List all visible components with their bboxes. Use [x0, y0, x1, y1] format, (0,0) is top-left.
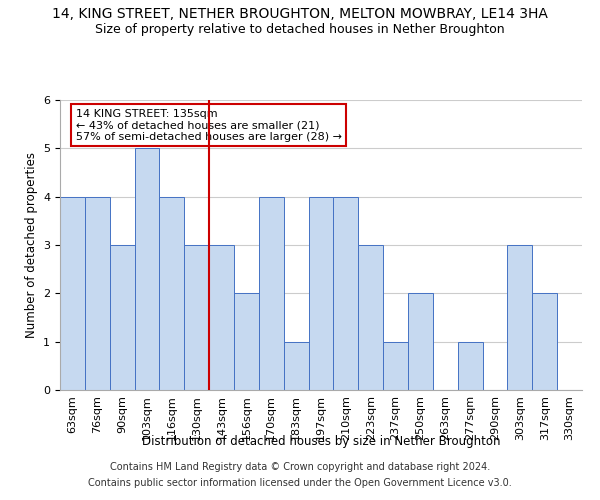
- Bar: [60, 196, 85, 390]
- Bar: [334, 196, 358, 390]
- Bar: [383, 342, 408, 390]
- Bar: [134, 148, 160, 390]
- Bar: [532, 294, 557, 390]
- Bar: [308, 196, 334, 390]
- Text: Contains public sector information licensed under the Open Government Licence v3: Contains public sector information licen…: [88, 478, 512, 488]
- Bar: [358, 245, 383, 390]
- Bar: [508, 245, 532, 390]
- Text: Size of property relative to detached houses in Nether Broughton: Size of property relative to detached ho…: [95, 22, 505, 36]
- Bar: [209, 245, 234, 390]
- Text: Distribution of detached houses by size in Nether Broughton: Distribution of detached houses by size …: [142, 435, 500, 448]
- Text: Contains HM Land Registry data © Crown copyright and database right 2024.: Contains HM Land Registry data © Crown c…: [110, 462, 490, 472]
- Bar: [234, 294, 259, 390]
- Text: 14, KING STREET, NETHER BROUGHTON, MELTON MOWBRAY, LE14 3HA: 14, KING STREET, NETHER BROUGHTON, MELTO…: [52, 8, 548, 22]
- Bar: [259, 196, 284, 390]
- Bar: [458, 342, 482, 390]
- Bar: [110, 245, 134, 390]
- Bar: [284, 342, 308, 390]
- Bar: [184, 245, 209, 390]
- Y-axis label: Number of detached properties: Number of detached properties: [25, 152, 38, 338]
- Text: 14 KING STREET: 135sqm
← 43% of detached houses are smaller (21)
57% of semi-det: 14 KING STREET: 135sqm ← 43% of detached…: [76, 108, 341, 142]
- Bar: [408, 294, 433, 390]
- Bar: [160, 196, 184, 390]
- Bar: [85, 196, 110, 390]
